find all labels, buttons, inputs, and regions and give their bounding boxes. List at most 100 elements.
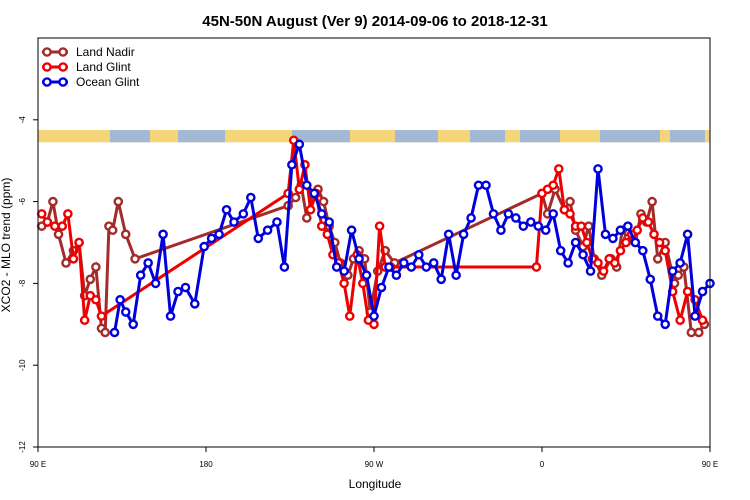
data-point <box>305 204 316 215</box>
data-point <box>697 286 708 297</box>
data-point <box>690 311 700 321</box>
legend-swatch-marker <box>42 77 52 87</box>
data-point <box>180 282 191 293</box>
chart-title: 45N-50N August (Ver 9) 2014-09-06 to 201… <box>202 13 547 30</box>
data-point <box>406 262 417 272</box>
data-point <box>615 245 626 256</box>
data-point <box>331 262 342 272</box>
y-tick-label: -4 <box>18 116 27 124</box>
data-point <box>632 225 643 236</box>
data-point <box>301 213 312 223</box>
data-point <box>451 270 461 281</box>
data-point <box>150 278 161 289</box>
data-point <box>42 217 53 227</box>
ocean-segment <box>292 130 350 143</box>
data-point <box>610 258 620 268</box>
data-point <box>436 274 447 285</box>
data-point <box>214 229 224 240</box>
data-point <box>272 217 282 227</box>
legend-label: Land Nadir <box>76 45 135 59</box>
data-point <box>221 204 232 215</box>
data-point <box>324 217 335 227</box>
legend-label: Ocean Glint <box>76 75 140 89</box>
data-point <box>649 229 659 240</box>
data-point <box>36 209 47 219</box>
data-point <box>481 180 491 191</box>
data-point <box>91 262 101 272</box>
data-point <box>413 249 424 260</box>
data-point <box>654 237 665 248</box>
data-point <box>384 262 394 272</box>
data-point <box>598 266 609 276</box>
data-point <box>74 237 84 248</box>
y-tick-label: -8 <box>18 279 27 287</box>
data-point <box>279 262 290 272</box>
x-tick-label: 180 <box>199 460 213 469</box>
data-point <box>339 278 349 289</box>
data-point <box>630 237 641 248</box>
series-layer <box>36 135 715 338</box>
data-point <box>316 209 327 219</box>
data-point <box>369 319 379 330</box>
data-point <box>593 164 603 174</box>
data-point <box>675 315 685 326</box>
x-tick-label: 90 W <box>365 460 384 469</box>
data-point <box>473 180 484 191</box>
data-point <box>318 196 329 207</box>
data-point <box>615 225 626 236</box>
data-point <box>85 274 96 285</box>
data-point <box>391 270 402 281</box>
data-point <box>48 196 58 207</box>
data-point <box>578 249 588 260</box>
data-point <box>100 327 110 338</box>
data-point <box>675 258 685 268</box>
y-tick-label: -12 <box>18 441 27 453</box>
data-point <box>53 229 64 240</box>
data-point <box>316 221 327 231</box>
data-point <box>608 233 618 244</box>
data-point <box>158 229 168 240</box>
ocean-segment <box>670 130 705 143</box>
data-point <box>645 274 656 285</box>
data-point <box>301 180 312 191</box>
legend-swatch-marker <box>42 62 52 72</box>
data-point <box>374 221 385 231</box>
data-point <box>229 217 239 227</box>
data-point <box>346 225 357 236</box>
data-point <box>667 266 678 276</box>
x-tick-label: 0 <box>540 460 545 469</box>
data-point <box>555 245 566 256</box>
data-point <box>376 282 387 293</box>
data-point <box>294 184 305 195</box>
data-point <box>518 221 529 231</box>
data-point <box>697 315 708 326</box>
data-point <box>511 213 521 223</box>
data-point <box>565 209 575 219</box>
data-point <box>369 311 379 321</box>
data-point <box>354 254 364 264</box>
data-point <box>294 139 305 150</box>
data-point <box>647 196 657 207</box>
x-axis-label: Longitude <box>349 477 402 491</box>
data-point <box>130 254 140 264</box>
data-point <box>68 254 79 264</box>
data-point <box>593 258 603 268</box>
data-point <box>585 266 596 276</box>
data-point <box>660 319 671 330</box>
data-point <box>309 188 320 199</box>
data-point <box>531 262 542 272</box>
x-axis: 90 E 180 90 W 0 90 E <box>30 447 718 469</box>
data-point <box>660 245 671 256</box>
data-point <box>262 225 273 236</box>
y-axis: -4 -6 -8 -10 -12 <box>18 116 38 453</box>
data-point <box>61 258 71 268</box>
legend-label: Land Glint <box>76 60 131 74</box>
data-point <box>496 225 506 236</box>
data-point <box>238 209 249 219</box>
data-point <box>548 180 559 191</box>
data-point <box>570 237 581 248</box>
data-point <box>443 229 454 240</box>
data-point <box>107 225 118 236</box>
